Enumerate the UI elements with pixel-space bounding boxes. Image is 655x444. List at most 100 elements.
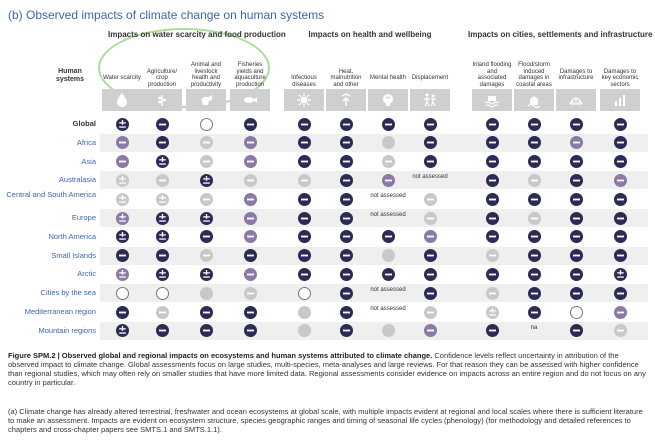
decrease-marker — [244, 173, 257, 187]
decrease-marker — [244, 324, 257, 338]
not-assessed-text: not assessed — [370, 287, 406, 294]
mixed-marker — [116, 117, 129, 131]
empty-marker — [382, 324, 395, 338]
empty-marker — [298, 305, 311, 319]
decrease-marker — [424, 267, 437, 281]
decrease-marker — [486, 286, 499, 300]
decrease-marker — [156, 305, 169, 319]
decrease-marker — [614, 305, 627, 319]
row-background — [100, 284, 648, 303]
not-assessed-text: na — [530, 324, 538, 331]
row-background — [100, 171, 648, 190]
decrease-marker — [244, 230, 257, 244]
decrease-marker — [340, 267, 353, 281]
decrease-marker — [424, 117, 437, 131]
decrease-marker — [244, 305, 257, 319]
decrease-marker — [528, 192, 541, 206]
decrease-marker — [424, 305, 437, 319]
decrease-marker — [614, 230, 627, 244]
decrease-marker — [298, 173, 311, 187]
decrease-marker — [424, 211, 437, 225]
decrease-marker — [382, 230, 395, 244]
mixed-marker — [116, 192, 129, 206]
decrease-marker — [298, 230, 311, 244]
decrease-marker — [614, 211, 627, 225]
group-header-water-food: Impacts on water scarcity and food produ… — [108, 30, 286, 39]
decrease-marker — [614, 192, 627, 206]
column-header-6: Heat, malnutrition and other — [330, 68, 362, 88]
mixed-marker — [200, 173, 213, 187]
column-header-4: Fisheries yields and aquaculture product… — [234, 62, 266, 88]
decrease-marker — [156, 173, 169, 187]
decrease-marker — [614, 117, 627, 131]
decrease-marker — [614, 286, 627, 300]
column-header-10: Flood/storm induced damages in coastal a… — [516, 62, 552, 88]
storm-icon — [514, 89, 554, 111]
mixed-marker — [116, 211, 129, 225]
decrease-marker — [486, 136, 499, 150]
caption-title: Figure SPM.2 | Observed global and regio… — [8, 351, 433, 360]
decrease-marker — [298, 249, 311, 263]
decrease-marker — [528, 305, 541, 319]
decrease-marker — [614, 155, 627, 169]
decrease-marker — [116, 305, 129, 319]
column-header-1: Water scarcity — [103, 75, 141, 81]
figure-caption: Figure SPM.2 | Observed global and regio… — [8, 351, 648, 387]
decrease-marker — [340, 249, 353, 263]
mixed-marker — [486, 305, 499, 319]
decrease-marker — [382, 117, 395, 131]
decrease-marker — [244, 155, 257, 169]
not-assessed-text: not assessed — [412, 174, 448, 181]
empty-marker — [200, 286, 213, 300]
decrease-marker — [244, 249, 257, 263]
decrease-marker — [340, 324, 353, 338]
decrease-marker — [200, 230, 213, 244]
decrease-marker — [116, 155, 129, 169]
decrease-marker — [570, 324, 583, 338]
row-label: Europe — [71, 213, 96, 222]
row-background — [100, 321, 648, 340]
empty-marker — [200, 117, 213, 131]
mixed-marker — [156, 211, 169, 225]
decrease-marker — [528, 230, 541, 244]
decrease-marker — [200, 305, 213, 319]
highlight-ellipse — [98, 28, 270, 108]
economy-icon — [600, 89, 640, 111]
decrease-marker — [424, 192, 437, 206]
decrease-marker — [486, 192, 499, 206]
decrease-marker — [486, 211, 499, 225]
row-label: Mediterranean region — [24, 307, 96, 316]
mixed-marker — [116, 230, 129, 244]
heat-icon — [326, 89, 366, 111]
decrease-marker — [340, 117, 353, 131]
flooding-icon — [472, 89, 512, 111]
displacement-icon — [410, 89, 450, 111]
column-header-12: Damages to key economic sectors — [601, 68, 639, 88]
decrease-marker — [116, 249, 129, 263]
decrease-marker — [570, 230, 583, 244]
decrease-marker — [528, 286, 541, 300]
decrease-marker — [200, 324, 213, 338]
decrease-marker — [298, 136, 311, 150]
column-header-9: Inland flooding and associated damages — [472, 62, 512, 88]
decrease-marker — [298, 267, 311, 281]
decrease-marker — [156, 136, 169, 150]
livestock-icon — [186, 89, 226, 111]
decrease-marker — [614, 324, 627, 338]
decrease-marker — [570, 286, 583, 300]
decrease-marker — [298, 117, 311, 131]
mixed-marker — [200, 211, 213, 225]
decrease-marker — [424, 324, 437, 338]
column-header-8: Displacement — [411, 75, 449, 81]
row-label: Central and South America — [6, 190, 96, 200]
row-background — [100, 133, 648, 152]
decrease-marker — [156, 324, 169, 338]
decrease-marker — [244, 117, 257, 131]
mixed-marker — [156, 192, 169, 206]
decrease-marker — [486, 249, 499, 263]
row-background — [100, 246, 648, 265]
water-drop-icon — [102, 89, 142, 111]
decrease-marker — [200, 136, 213, 150]
decrease-marker — [382, 267, 395, 281]
column-header-3: Animal and livestock health and producti… — [190, 62, 222, 88]
